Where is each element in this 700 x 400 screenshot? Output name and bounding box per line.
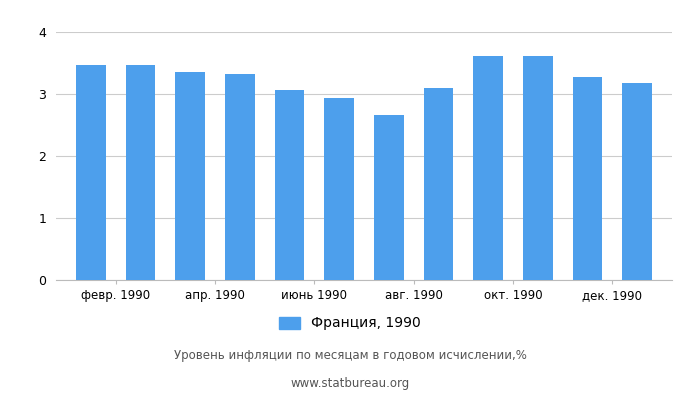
Bar (225, 74, 255, 280)
Bar (125, 65, 155, 280)
Bar (424, 88, 454, 280)
Bar (76, 66, 106, 280)
Text: www.statbureau.org: www.statbureau.org (290, 378, 410, 390)
Bar (523, 56, 553, 280)
Bar (324, 98, 354, 280)
Bar (175, 72, 205, 280)
Bar (473, 56, 503, 280)
Text: Уровень инфляции по месяцам в годовом исчислении,%: Уровень инфляции по месяцам в годовом ис… (174, 350, 526, 362)
Legend: Франция, 1990: Франция, 1990 (274, 311, 426, 336)
Bar (622, 84, 652, 280)
Bar (573, 77, 603, 280)
Bar (274, 90, 304, 280)
Bar (374, 115, 404, 280)
